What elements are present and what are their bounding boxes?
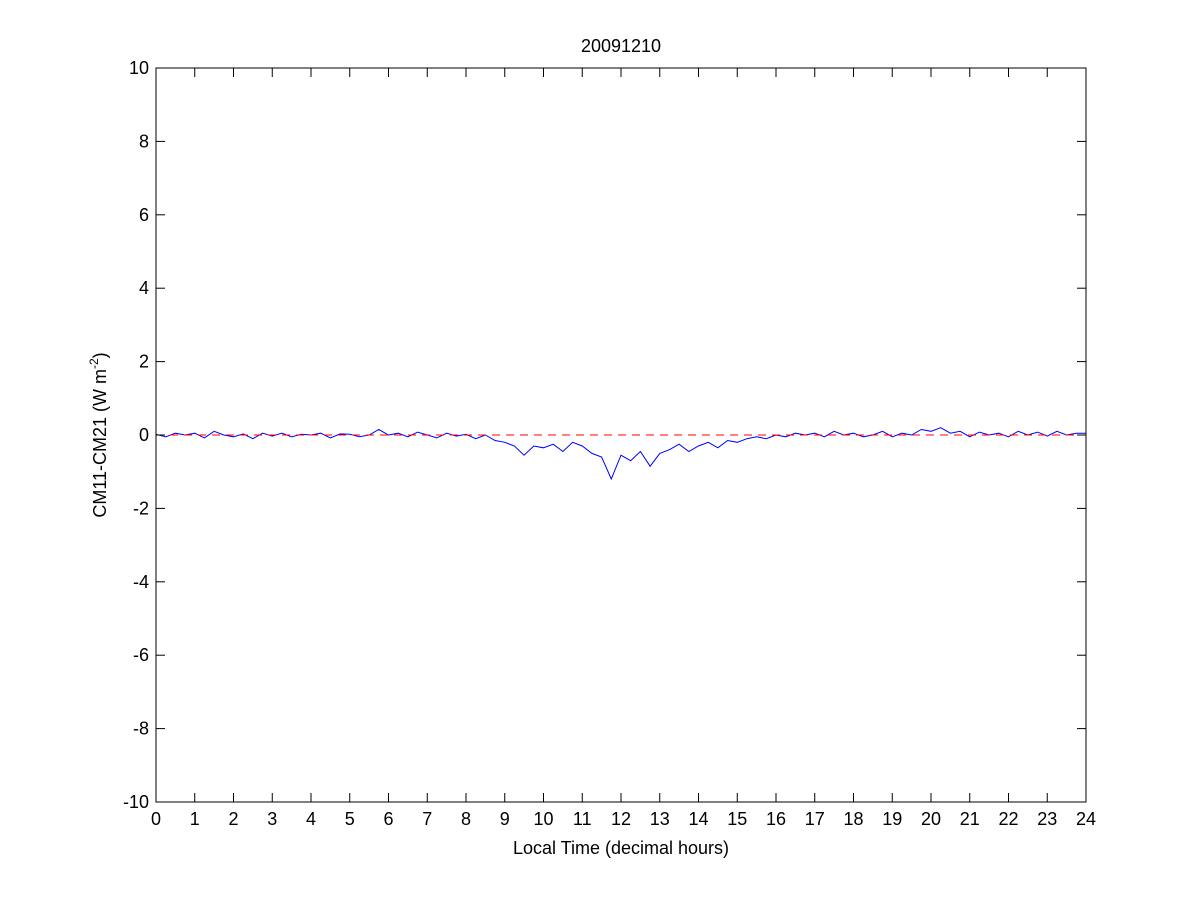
x-tick-label: 11 [573,809,592,829]
y-tick-label: 2 [139,352,149,372]
y-tick-label: 10 [129,58,149,78]
x-tick-label: 2 [228,809,238,829]
y-tick-label: -2 [133,498,149,518]
y-tick-label: 4 [139,278,149,298]
y-axis-label-sup: -2 [87,358,101,369]
x-tick-label: 15 [727,809,747,829]
y-axis-label-main: CM11-CM21 (W m [90,369,110,518]
x-axis-label: Local Time (decimal hours) [513,838,729,858]
x-tick-label: 13 [650,809,670,829]
x-tick-label: 9 [500,809,510,829]
x-tick-label: 4 [306,809,316,829]
x-tick-label: 5 [345,809,355,829]
x-tick-label: 21 [960,809,980,829]
x-tick-label: 20 [921,809,941,829]
y-axis-label-end: ) [90,352,110,358]
y-tick-label: -6 [133,645,149,665]
x-tick-label: 16 [766,809,786,829]
x-tick-label: 23 [1037,809,1057,829]
axes-ticks: 0 1 2 3 4 5 6 7 8 9 10 11 12 13 14 15 16 17 18 19 20 21 22 23 24… [123,58,1096,829]
y-tick-label: -10 [123,792,149,812]
y-tick-label: 0 [139,425,149,445]
x-tick-label: 22 [998,809,1018,829]
x-tick-label: 8 [461,809,471,829]
x-tick-label: 1 [190,809,200,829]
y-tick-label: 8 [139,131,149,151]
x-tick-label: 6 [383,809,393,829]
chart-title: 20091210 [581,36,661,56]
x-tick-label: 3 [267,809,277,829]
x-tick-label: 18 [843,809,863,829]
x-tick-label: 10 [533,809,553,829]
x-tick-label: 24 [1076,809,1096,829]
x-tick-label: 12 [611,809,631,829]
x-tick-label: 7 [422,809,432,829]
y-tick-label: 6 [139,205,149,225]
y-axis-label: CM11-CM21 (W m-2) [87,352,110,517]
y-tick-label: -4 [133,572,149,592]
x-tick-label: 14 [688,809,708,829]
y-tick-label: -8 [133,719,149,739]
plot-area [155,68,1086,802]
x-tick-label: 17 [805,809,825,829]
x-tick-label: 19 [882,809,902,829]
x-tick-label: 0 [151,809,161,829]
